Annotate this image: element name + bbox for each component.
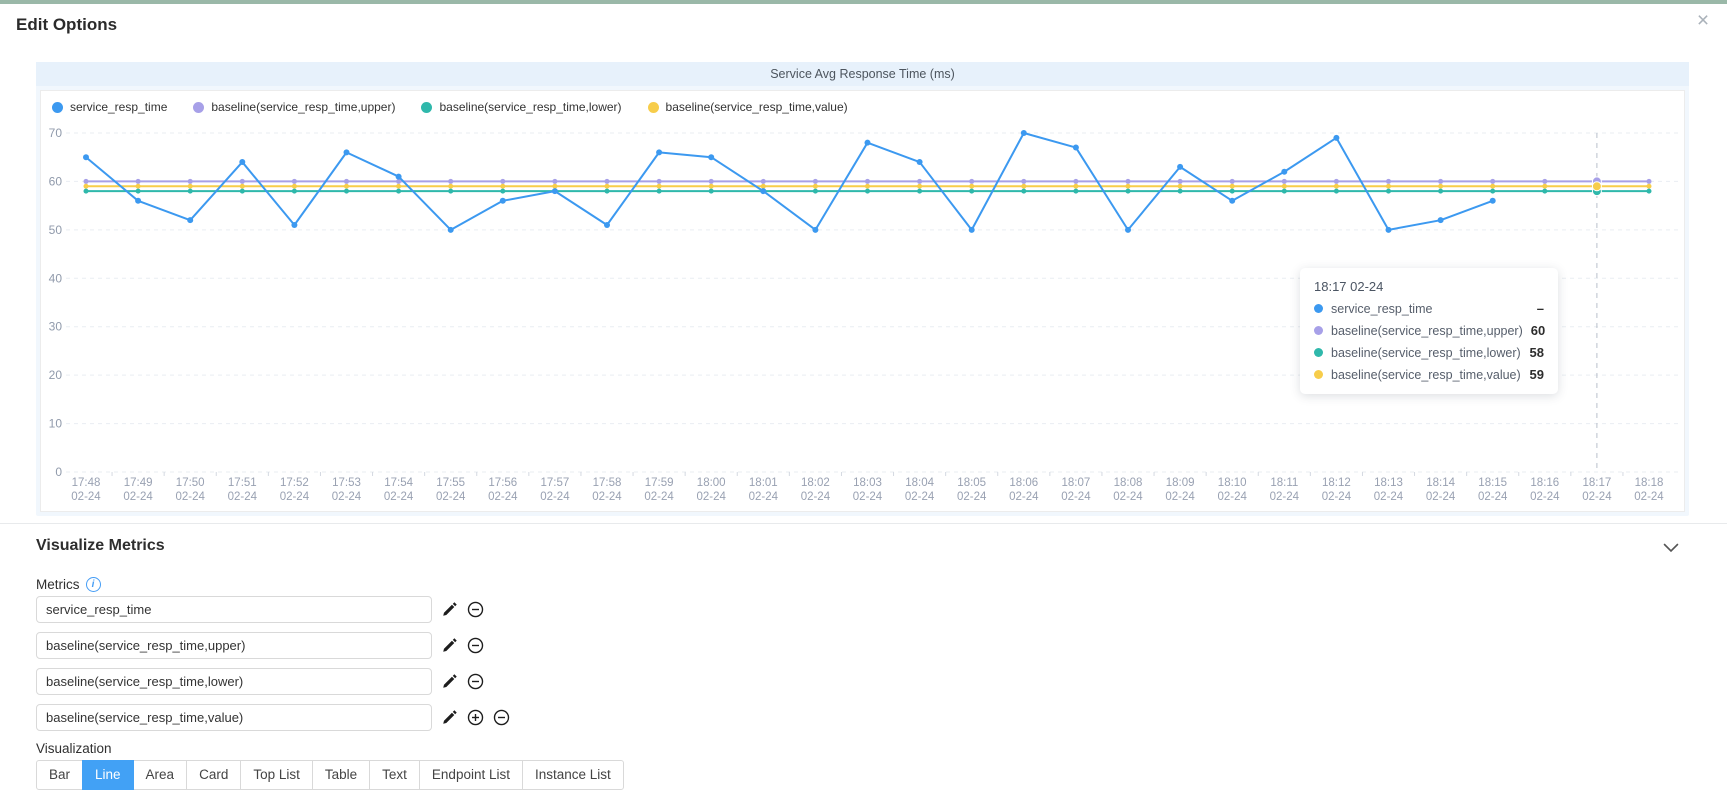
viz-button-table[interactable]: Table xyxy=(311,760,371,790)
visualize-metrics-heading: Visualize Metrics xyxy=(36,537,165,554)
page-title: Edit Options xyxy=(16,15,118,34)
edit-pencil-icon[interactable] xyxy=(441,673,458,690)
chart-title: Service Avg Response Time (ms) xyxy=(36,62,1689,86)
edit-pencil-icon[interactable] xyxy=(441,601,458,618)
legend-item-service-resp-time[interactable]: service_resp_time xyxy=(52,100,167,114)
section-divider xyxy=(0,523,1727,524)
add-circle-icon[interactable] xyxy=(467,709,484,726)
tooltip-row: baseline(service_resp_time,upper) 60 xyxy=(1314,323,1546,338)
viz-button-line[interactable]: Line xyxy=(82,760,134,790)
tooltip-value: – xyxy=(1536,301,1544,316)
viz-button-endpoint-list[interactable]: Endpoint List xyxy=(418,760,523,790)
tooltip-dot xyxy=(1314,326,1323,335)
legend-label: baseline(service_resp_time,upper) xyxy=(211,100,396,114)
info-icon[interactable]: i xyxy=(85,577,101,592)
viz-button-instance-list[interactable]: Instance List xyxy=(521,760,624,790)
tooltip-value: 60 xyxy=(1530,323,1546,338)
remove-circle-icon[interactable] xyxy=(467,673,484,690)
metrics-label-row: Metrics i xyxy=(36,577,101,592)
metric-input-1[interactable] xyxy=(36,632,432,659)
chevron-down-icon[interactable] xyxy=(1663,543,1679,553)
viz-button-bar[interactable]: Bar xyxy=(36,760,84,790)
visualization-label: Visualization xyxy=(36,741,112,756)
metric-input-2[interactable] xyxy=(36,668,432,695)
chart-tooltip: 18:17 02-24 service_resp_time – baseline… xyxy=(1300,268,1558,394)
tooltip-dot xyxy=(1314,370,1323,379)
legend-item-baseline-value[interactable]: baseline(service_resp_time,value) xyxy=(647,100,848,114)
legend-dot xyxy=(52,101,63,113)
metric-input-3[interactable] xyxy=(36,704,432,731)
close-icon[interactable]: × xyxy=(1696,9,1710,32)
viz-button-text[interactable]: Text xyxy=(369,760,420,790)
metric-row xyxy=(36,632,484,659)
visualization-button-group: Bar Line Area Card Top List Table Text E… xyxy=(36,760,624,790)
remove-circle-icon[interactable] xyxy=(467,637,484,654)
tooltip-row: baseline(service_resp_time,lower) 58 xyxy=(1314,345,1544,360)
metric-input-0[interactable] xyxy=(36,596,432,623)
legend-item-baseline-lower[interactable]: baseline(service_resp_time,lower) xyxy=(421,100,622,114)
edit-pencil-icon[interactable] xyxy=(441,709,458,726)
remove-circle-icon[interactable] xyxy=(467,601,484,618)
legend-label: baseline(service_resp_time,lower) xyxy=(439,100,622,114)
legend-dot xyxy=(421,101,433,113)
metric-row xyxy=(36,704,510,731)
viz-button-top-list[interactable]: Top List xyxy=(240,760,313,790)
metric-row xyxy=(36,668,484,695)
metrics-label: Metrics xyxy=(36,577,80,592)
legend-dot xyxy=(193,101,205,113)
tooltip-value: 59 xyxy=(1529,367,1544,382)
tooltip-value: 58 xyxy=(1529,345,1544,360)
viz-button-card[interactable]: Card xyxy=(186,760,242,790)
legend-label: service_resp_time xyxy=(70,100,168,114)
viz-button-area[interactable]: Area xyxy=(132,760,188,790)
tooltip-row: baseline(service_resp_time,value) 59 xyxy=(1314,367,1544,382)
legend-item-baseline-upper[interactable]: baseline(service_resp_time,upper) xyxy=(193,100,395,114)
tooltip-row: service_resp_time – xyxy=(1314,301,1544,316)
legend-dot xyxy=(647,101,659,113)
tooltip-dot xyxy=(1314,304,1323,313)
remove-circle-icon[interactable] xyxy=(493,709,510,726)
metric-row xyxy=(36,596,484,623)
tooltip-title: 18:17 02-24 xyxy=(1314,279,1384,294)
tooltip-dot xyxy=(1314,348,1323,357)
edit-pencil-icon[interactable] xyxy=(441,637,458,654)
legend-label: baseline(service_resp_time,value) xyxy=(665,100,848,114)
chart-legend: service_resp_time baseline(service_resp_… xyxy=(52,100,848,114)
top-accent-bar xyxy=(0,0,1727,4)
